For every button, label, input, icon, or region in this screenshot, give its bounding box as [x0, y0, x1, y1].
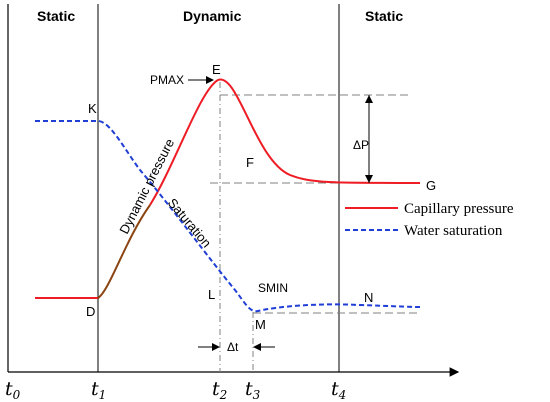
tick-t0: t0 — [5, 378, 21, 402]
region-static-left: Static — [37, 8, 75, 24]
tick-t3: t3 — [245, 378, 261, 402]
point-m: M — [255, 317, 266, 332]
delta-t-label: Δt — [227, 340, 239, 354]
delta-p-label: ΔP — [353, 138, 369, 152]
point-e: E — [212, 62, 221, 77]
capillary-pressure-peak — [149, 78, 421, 206]
region-dynamic: Dynamic — [183, 8, 242, 24]
point-f: F — [246, 155, 254, 170]
dynamic-pressure-label: Dynamic pressure — [116, 136, 177, 236]
point-g: G — [426, 178, 436, 193]
region-static-right: Static — [365, 8, 403, 24]
pmax-label: PMAX — [150, 73, 184, 87]
point-k: K — [88, 101, 97, 116]
capillary-pressure-rise — [97, 204, 151, 299]
water-saturation-curve — [35, 120, 421, 313]
legend-capillary-label: Capillary pressure — [404, 201, 514, 217]
tick-t4: t4 — [331, 378, 346, 402]
point-d: D — [86, 304, 95, 319]
tick-t2: t2 — [212, 378, 227, 402]
point-n: N — [364, 290, 373, 305]
tick-t1: t1 — [91, 378, 106, 402]
smin-label: SMIN — [258, 281, 288, 295]
legend-water-label: Water saturation — [404, 223, 503, 239]
saturation-label: Saturation — [165, 195, 215, 250]
point-l: L — [208, 287, 215, 302]
